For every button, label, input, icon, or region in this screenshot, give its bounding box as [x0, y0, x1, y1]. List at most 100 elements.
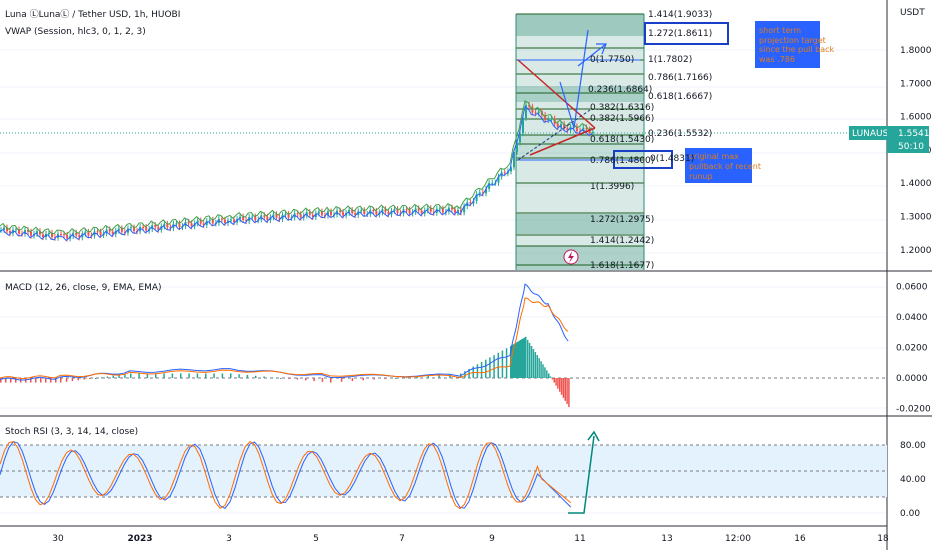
- fib-level-label: 0.236(1.5532): [648, 129, 712, 139]
- candle-body: [588, 129, 591, 134]
- candle-body: [242, 216, 245, 220]
- macd-hist-bar: [517, 341, 519, 378]
- macd-hist-bar: [544, 367, 546, 378]
- candle-body: [420, 210, 423, 214]
- candle-body: [550, 118, 553, 120]
- candle-body: [469, 202, 472, 204]
- candle-body: [450, 207, 453, 210]
- candle-body: [519, 133, 521, 143]
- macd-hist-bar: [71, 378, 74, 382]
- candle-body: [528, 104, 531, 107]
- macd-hist-bar: [118, 374, 120, 378]
- target-note[interactable]: short term projection target since the p…: [755, 21, 835, 68]
- candle-body: [481, 192, 484, 194]
- fib-level-label: 1.272(1.8611): [648, 29, 712, 39]
- candle-body: [372, 209, 375, 211]
- vwap-line: [0, 100, 593, 236]
- grid: [0, 49, 887, 514]
- macd-hist-bar: [196, 373, 199, 378]
- macd-tick-label: 0.0400: [896, 313, 928, 323]
- macd-hist-bar: [548, 373, 550, 378]
- candle-body: [54, 237, 56, 239]
- candle-body: [360, 210, 363, 212]
- time-tick-label: 12:00: [725, 534, 751, 544]
- pullback-highlight-box[interactable]: [613, 150, 673, 169]
- candle-body: [169, 227, 172, 229]
- candle-body: [534, 112, 537, 114]
- candle-body: [405, 209, 408, 211]
- candle-body: [48, 232, 50, 234]
- macd-hist-bar: [566, 378, 568, 404]
- price-tick-label: 1.2000: [900, 246, 932, 256]
- macd-hist-bar: [512, 344, 514, 378]
- candle-body: [266, 216, 269, 221]
- macd-hist-bar: [83, 378, 85, 380]
- macd-hist-bar: [89, 378, 91, 379]
- price-tick-label: 1.6000: [900, 113, 932, 123]
- price-tick-label: 1.3000: [900, 213, 932, 223]
- candle-body: [475, 194, 478, 201]
- macd-hist-bar: [568, 378, 570, 407]
- candle-body: [233, 219, 236, 223]
- candle-body: [556, 123, 559, 128]
- candle-body: [363, 210, 366, 215]
- time-tick-label: 18: [877, 534, 889, 544]
- macd-hist-bar: [515, 342, 517, 378]
- macd-hist-bar: [511, 345, 513, 378]
- fib-retracement-drawing[interactable]: [515, 13, 645, 270]
- macd-hist-bar: [497, 352, 499, 378]
- macd-hist-bar: [534, 352, 537, 378]
- macd-hist-bar: [416, 376, 419, 378]
- candle-body: [15, 229, 17, 231]
- lightning-icon[interactable]: [563, 249, 579, 265]
- candle-body: [320, 211, 323, 216]
- note-line: short term: [759, 26, 801, 35]
- candle-body: [275, 214, 278, 218]
- candle-body: [75, 232, 78, 236]
- triangle-pattern-drawing[interactable]: [517, 59, 640, 161]
- candle-body: [408, 209, 411, 214]
- candle-body: [585, 127, 588, 130]
- macd-hist-bar: [271, 377, 274, 379]
- candle-body: [311, 214, 314, 217]
- candle-body: [460, 209, 462, 213]
- macd-hist-bar: [485, 359, 487, 378]
- candle-body: [287, 214, 290, 218]
- macd-hist-bar: [146, 373, 149, 378]
- time-axis[interactable]: 30 2023 3 5 7 9 11 13 12:00 16 18: [52, 534, 889, 544]
- projection-arrow[interactable]: [559, 29, 607, 129]
- rsi-tick-label: 0.00: [900, 509, 920, 519]
- rsi-projection-arrow[interactable]: [568, 430, 600, 514]
- candle-body: [544, 115, 547, 121]
- candle-body: [87, 231, 90, 236]
- macd-hist-bar: [362, 378, 364, 381]
- time-tick-label: 13: [661, 534, 672, 544]
- candle-body: [18, 229, 20, 234]
- macd-hist-bar: [205, 373, 207, 378]
- pullback-note[interactable]: original max pullback of recent runup: [685, 148, 761, 183]
- candle-body: [251, 216, 254, 218]
- candle-body: [485, 188, 487, 194]
- target-highlight-box[interactable]: [644, 22, 729, 45]
- fib-level-label: 0.382(1.5966): [590, 114, 654, 124]
- macd-hist-bar: [100, 377, 103, 379]
- candle-body: [42, 234, 44, 238]
- time-tick-label: 11: [574, 534, 585, 544]
- stoch-k-line: [0, 441, 572, 510]
- candle-body: [426, 208, 429, 211]
- macd-hist-bar: [557, 378, 559, 389]
- fib-level-label: 0(1.4831): [650, 154, 694, 164]
- vwap-band-line: [0, 106, 593, 242]
- candle-body: [84, 231, 87, 234]
- macd-hist-bar: [263, 376, 265, 378]
- signal-line: [0, 297, 569, 380]
- candle-body: [220, 218, 223, 220]
- candle-body: [223, 219, 226, 223]
- candle-body: [531, 106, 534, 113]
- macd-hist-bar: [10, 378, 12, 383]
- fib-level-label: 0.382(1.6316): [590, 103, 654, 113]
- candle-body: [456, 209, 459, 213]
- stoch-d-line: [0, 440, 572, 510]
- macd-hist-bar: [171, 373, 174, 378]
